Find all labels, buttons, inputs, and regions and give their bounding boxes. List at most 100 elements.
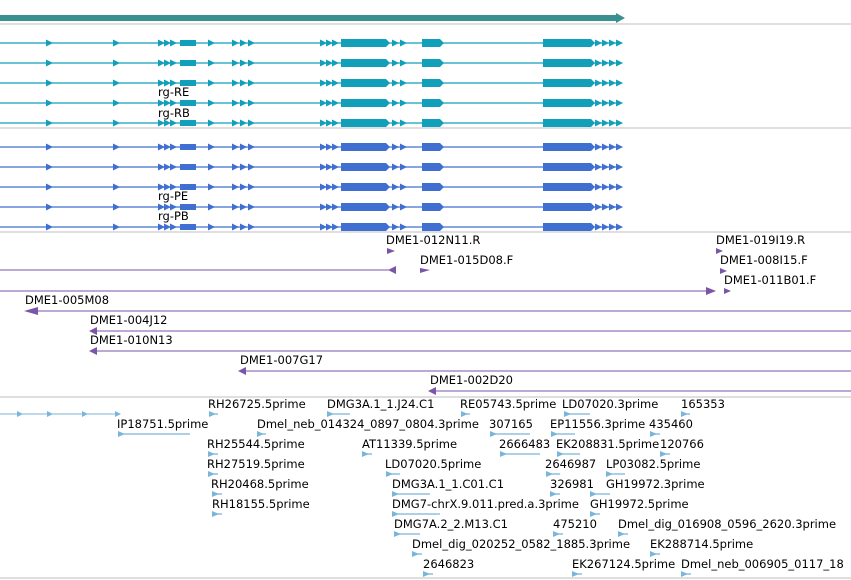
est-label: RH20468.5prime xyxy=(211,477,309,491)
exon-block[interactable] xyxy=(341,163,386,171)
arrow-right-icon xyxy=(386,471,393,477)
arrow-right-icon xyxy=(595,203,602,211)
clone-feature[interactable] xyxy=(428,387,436,395)
exon-block[interactable] xyxy=(341,203,386,211)
exon-block[interactable] xyxy=(543,99,591,107)
exon-block[interactable] xyxy=(341,59,386,67)
arrow-right-icon xyxy=(551,431,558,437)
exon-block[interactable] xyxy=(543,223,591,231)
clone-feature[interactable] xyxy=(89,327,97,335)
exon-block[interactable] xyxy=(543,203,591,211)
exon-block[interactable] xyxy=(422,163,440,171)
arrow-right-icon xyxy=(248,223,255,231)
exon-block[interactable] xyxy=(543,59,591,67)
exon-block[interactable] xyxy=(180,204,196,210)
exon-block[interactable] xyxy=(422,203,440,211)
exon-block[interactable] xyxy=(341,39,386,47)
arrow-right-icon xyxy=(170,143,177,151)
arrow-right-icon xyxy=(602,203,609,211)
arrow-right-icon xyxy=(208,39,215,47)
arrow-right-icon xyxy=(240,223,247,231)
clone-feature[interactable] xyxy=(89,347,97,355)
arrow-right-icon xyxy=(386,163,390,171)
clone-feature[interactable] xyxy=(238,367,246,375)
exon-block[interactable] xyxy=(180,144,196,150)
exon-block[interactable] xyxy=(543,183,591,191)
arrow-right-icon xyxy=(660,451,667,457)
exon-block[interactable] xyxy=(422,183,440,191)
arrow-right-icon xyxy=(332,183,339,191)
clone-feature[interactable] xyxy=(387,248,395,254)
exon-block[interactable] xyxy=(341,143,386,151)
exon-block[interactable] xyxy=(422,119,440,127)
clone-feature[interactable] xyxy=(706,287,716,295)
est-label: IP18751.5prime xyxy=(117,417,208,431)
arrow-right-icon xyxy=(248,183,255,191)
clone-feature[interactable] xyxy=(24,307,38,315)
exon-block[interactable] xyxy=(180,80,196,86)
arrow-right-icon xyxy=(392,59,399,67)
arrow-right-icon xyxy=(392,491,399,497)
arrow-right-icon xyxy=(320,79,327,87)
arrow-right-icon xyxy=(332,39,339,47)
exon-block[interactable] xyxy=(543,143,591,151)
exon-block[interactable] xyxy=(341,99,386,107)
arrow-right-icon xyxy=(158,59,165,67)
exon-block[interactable] xyxy=(180,224,196,230)
arrow-right-icon xyxy=(113,59,120,67)
clone-feature[interactable] xyxy=(420,268,430,273)
clone-feature[interactable] xyxy=(716,248,723,254)
arrow-right-icon xyxy=(602,59,609,67)
exon-block[interactable] xyxy=(543,79,591,87)
exon-block[interactable] xyxy=(180,120,196,126)
arrow-right-icon xyxy=(616,99,623,107)
exon-block[interactable] xyxy=(543,119,591,127)
gene-span[interactable] xyxy=(0,15,618,21)
exon-block[interactable] xyxy=(543,39,591,47)
arrow-right-icon xyxy=(164,119,171,127)
clone-feature[interactable] xyxy=(388,266,396,274)
arrow-right-icon xyxy=(240,183,247,191)
arrow-right-icon xyxy=(240,79,247,87)
arrow-right-icon xyxy=(46,203,53,211)
exon-block[interactable] xyxy=(422,39,440,47)
exon-block[interactable] xyxy=(422,223,440,231)
exon-block[interactable] xyxy=(180,100,196,106)
arrow-right-icon xyxy=(602,223,609,231)
clone-label: DME1-004J12 xyxy=(90,313,168,327)
exon-block[interactable] xyxy=(422,59,440,67)
est-label: RH25544.5prime xyxy=(207,437,305,451)
arrow-right-icon xyxy=(113,39,120,47)
arrow-right-icon xyxy=(208,119,215,127)
arrow-right-icon xyxy=(240,163,247,171)
clone-feature[interactable] xyxy=(724,288,731,294)
arrow-right-icon xyxy=(595,119,602,127)
arrow-right-icon xyxy=(591,183,595,191)
clone-label: DME1-011B01.F xyxy=(724,273,816,287)
arrow-right-icon xyxy=(164,99,171,107)
exon-block[interactable] xyxy=(422,99,440,107)
arrow-right-icon xyxy=(386,183,390,191)
exon-block[interactable] xyxy=(422,79,440,87)
arrow-right-icon xyxy=(118,431,125,437)
exon-block[interactable] xyxy=(341,183,386,191)
exon-block[interactable] xyxy=(180,40,196,46)
arrow-right-icon xyxy=(609,59,616,67)
arrow-right-icon xyxy=(115,411,121,417)
exon-block[interactable] xyxy=(180,60,196,66)
exon-block[interactable] xyxy=(543,163,591,171)
arrow-right-icon xyxy=(602,79,609,87)
exon-block[interactable] xyxy=(180,164,196,170)
arrow-right-icon xyxy=(170,203,177,211)
exon-block[interactable] xyxy=(180,184,196,190)
exon-block[interactable] xyxy=(341,223,386,231)
clone-feature[interactable] xyxy=(720,268,727,274)
arrow-right-icon xyxy=(212,491,219,497)
exon-block[interactable] xyxy=(422,143,440,151)
exon-block[interactable] xyxy=(341,79,386,87)
est-label: RH27519.5prime xyxy=(207,457,305,471)
arrow-right-icon xyxy=(232,143,239,151)
exon-block[interactable] xyxy=(341,119,386,127)
arrow-right-icon xyxy=(46,39,53,47)
